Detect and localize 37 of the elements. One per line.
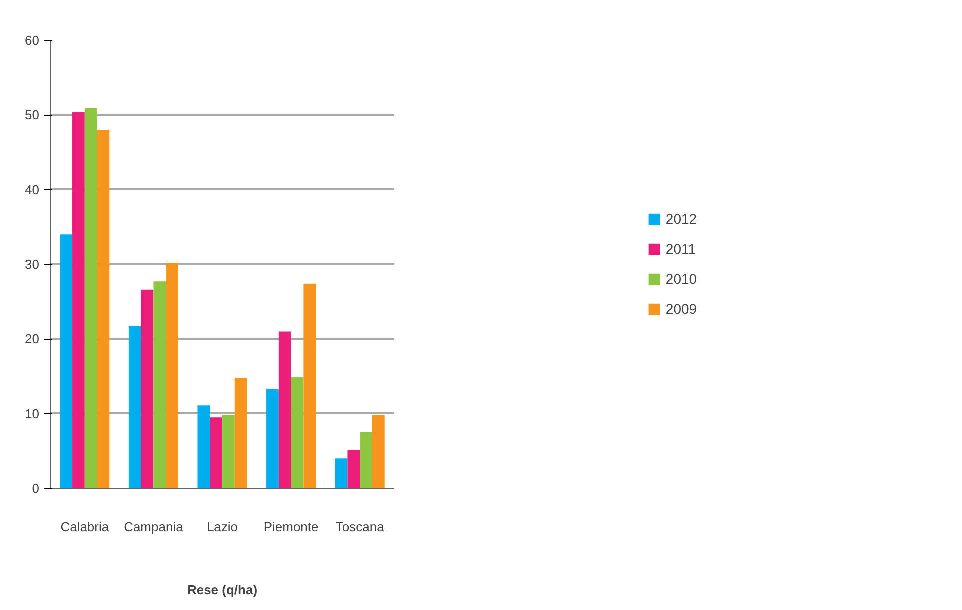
bar (304, 284, 316, 488)
y-tick-label: 10 (25, 406, 40, 422)
x-tick-label: Campania (124, 520, 184, 534)
x-axis-title: Rese (q/ha) (187, 582, 258, 598)
legend-label: 2011 (666, 241, 696, 257)
bar (97, 130, 110, 488)
bar (278, 332, 292, 488)
legend-label: 2010 (666, 271, 698, 287)
bar (198, 406, 210, 488)
bar (154, 282, 166, 488)
bar (291, 377, 304, 488)
bar (210, 418, 222, 488)
x-tick-label: Toscana (336, 520, 386, 534)
y-tick-label: 30 (25, 257, 40, 272)
bar (335, 458, 348, 488)
bar (360, 432, 372, 488)
bar (372, 415, 385, 488)
bar (128, 326, 142, 488)
y-tick-label: 0 (32, 481, 40, 496)
legend-label: 2012 (666, 211, 698, 227)
y-tick-label: 50 (25, 108, 40, 123)
x-tick-label: Calabria (60, 520, 110, 534)
bar (60, 234, 73, 488)
bar (141, 290, 154, 488)
bar (166, 263, 178, 488)
y-tick-label: 40 (25, 182, 40, 198)
x-tick-label: Lazio (206, 520, 238, 534)
y-tick-label: 20 (25, 332, 40, 347)
bar (234, 378, 248, 488)
x-tick-label: Piemonte (264, 520, 319, 534)
bar (266, 389, 279, 488)
bar (84, 108, 98, 488)
y-tick-label: 60 (25, 33, 40, 48)
bar (72, 112, 85, 488)
bar (222, 415, 235, 488)
legend-label: 2009 (666, 301, 698, 317)
bar (348, 450, 360, 488)
